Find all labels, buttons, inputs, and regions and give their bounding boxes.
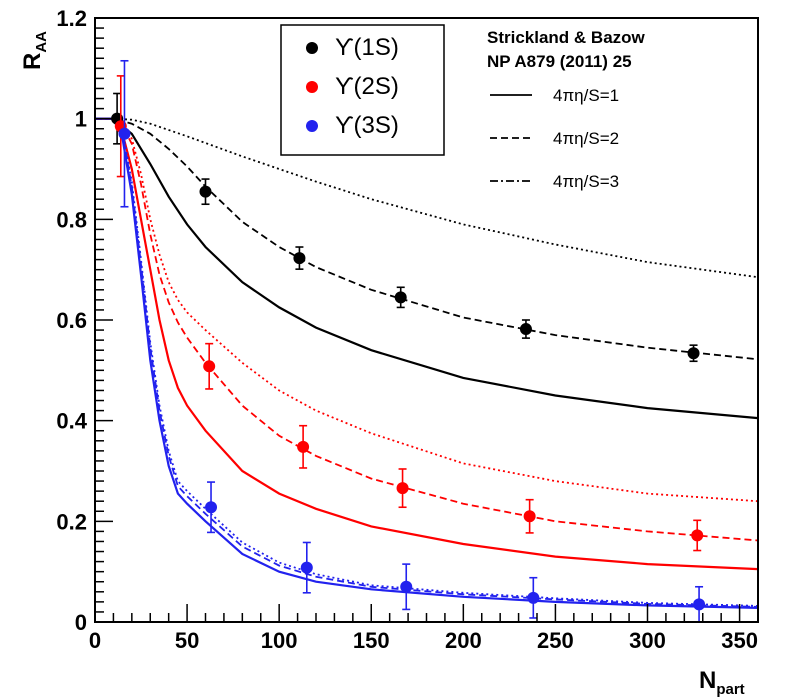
- x-axis-label-sub: part: [716, 681, 744, 698]
- legend-label: ϒ(1S): [335, 34, 399, 61]
- y-axis-label: RAA: [19, 31, 50, 70]
- marker: [691, 529, 704, 542]
- data-point: [293, 246, 306, 270]
- model-curve: [95, 117, 759, 420]
- marker: [527, 591, 540, 604]
- model-curve: [95, 117, 759, 503]
- y-tick-label: 0.6: [56, 308, 87, 333]
- x-tick-label: 100: [261, 628, 298, 653]
- marker: [687, 347, 700, 360]
- x-tick-label: 250: [537, 628, 574, 653]
- data-point: [199, 178, 212, 206]
- style-legend-label: 4πη/S=3: [553, 172, 619, 191]
- style-legend: 4πη/S=1 4πη/S=2 4πη/S=3: [490, 86, 619, 191]
- marker: [523, 510, 536, 523]
- style-legend-label: 4πη/S=2: [553, 129, 619, 148]
- y-tick-label: 0: [75, 610, 87, 635]
- data-point: [523, 498, 536, 534]
- data-point: [396, 468, 409, 509]
- x-tick-label: 150: [353, 628, 390, 653]
- marker: [199, 185, 212, 198]
- x-tick-label: 200: [445, 628, 482, 653]
- data-point: [687, 344, 700, 363]
- data-point: [118, 59, 131, 208]
- marker: [118, 127, 131, 140]
- y-tick-label: 0.2: [56, 509, 87, 534]
- data-point: [203, 342, 216, 390]
- marker: [394, 291, 407, 304]
- data-point: [297, 424, 310, 469]
- legend-marker: [306, 42, 318, 54]
- data-point: [300, 541, 313, 594]
- y-tick-label: 1.2: [56, 6, 87, 31]
- x-tick-label: 50: [175, 628, 199, 653]
- model-curve: [95, 117, 759, 609]
- data-point: [400, 563, 413, 611]
- legend-label: ϒ(2S): [335, 73, 399, 100]
- axis-ticks: [94, 17, 759, 623]
- marker: [400, 580, 413, 593]
- y-tick-label: 0.8: [56, 207, 87, 232]
- annotation-line-1: Strickland & Bazow: [487, 28, 646, 47]
- legend: ϒ(1S) ϒ(2S) ϒ(3S): [280, 24, 445, 156]
- data-point: [519, 319, 532, 339]
- marker: [297, 440, 310, 453]
- legend-marker: [306, 81, 318, 93]
- legend-entries: ϒ(1S) ϒ(2S) ϒ(3S): [306, 34, 399, 139]
- marker: [693, 598, 706, 611]
- legend-marker: [306, 120, 318, 132]
- model-curve: [95, 117, 759, 542]
- marker: [396, 482, 409, 495]
- x-tick-label: 350: [721, 628, 758, 653]
- x-tick-label: 0: [89, 628, 101, 653]
- marker: [203, 360, 216, 373]
- marker: [300, 561, 313, 574]
- x-tick-label: 300: [629, 628, 666, 653]
- model-curve: [95, 117, 759, 607]
- y-axis-label-sub: AA: [33, 31, 50, 53]
- model-curve: [95, 117, 759, 279]
- marker: [293, 252, 306, 265]
- data-point: [527, 576, 540, 619]
- data-point: [394, 286, 407, 309]
- data-point: [691, 519, 704, 552]
- y-tick-label: 1: [75, 107, 87, 132]
- style-legend-label: 4πη/S=1: [553, 86, 619, 105]
- model-curve: [95, 117, 759, 571]
- marker: [519, 323, 532, 336]
- legend-label: ϒ(3S): [335, 112, 399, 139]
- data-point: [205, 481, 218, 534]
- y-tick-label: 0.4: [56, 409, 87, 434]
- annotation-line-2: NP A879 (2011) 25: [487, 52, 632, 71]
- x-axis-label: Npart: [699, 667, 745, 698]
- marker: [205, 501, 218, 514]
- tick-labels: 0 50 100 150 200 250 300 350 0 0.2 0.4 0.6 0.8 1 1.2: [56, 6, 758, 653]
- data-points: [111, 59, 706, 623]
